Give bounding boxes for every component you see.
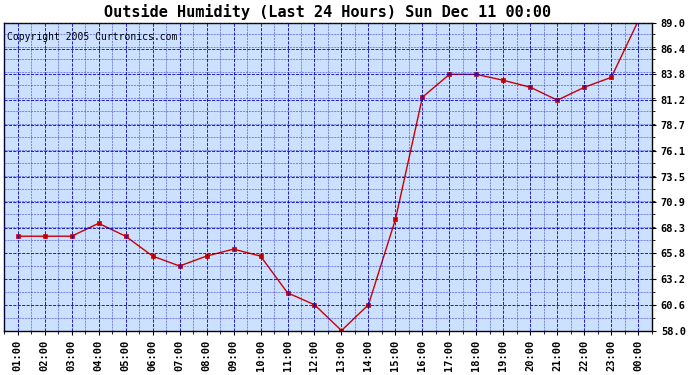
Text: Copyright 2005 Curtronics.com: Copyright 2005 Curtronics.com	[8, 32, 178, 42]
Title: Outside Humidity (Last 24 Hours) Sun Dec 11 00:00: Outside Humidity (Last 24 Hours) Sun Dec…	[104, 4, 551, 20]
